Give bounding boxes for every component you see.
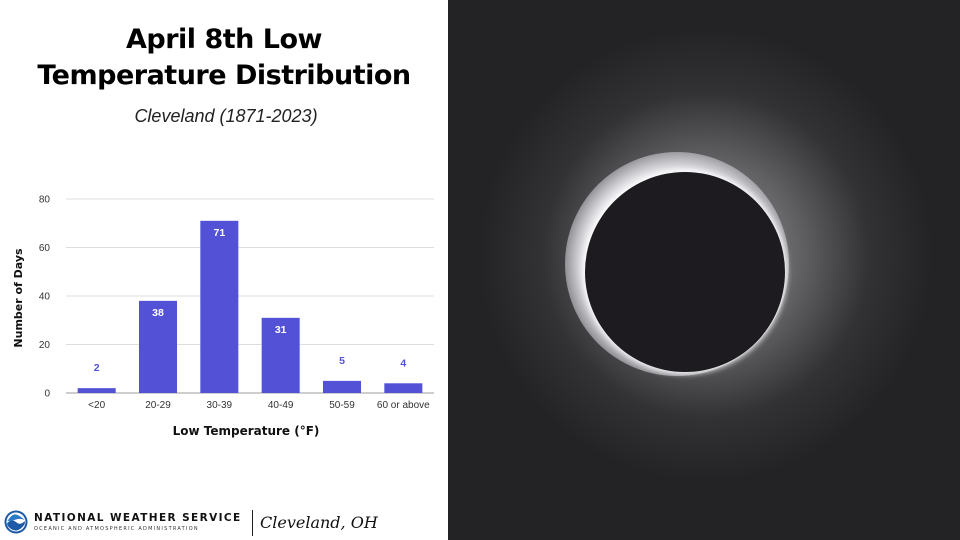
eclipse-photo <box>448 0 960 540</box>
y-tick-label: 20 <box>39 340 51 351</box>
title-line-1: April 8th Low <box>126 24 322 55</box>
x-tick-label: 30-39 <box>207 400 233 411</box>
data-label: 31 <box>275 324 287 336</box>
data-label: 71 <box>213 227 225 239</box>
org-subtitle: OCEANIC AND ATMOSPHERIC ADMINISTRATION <box>34 526 199 532</box>
chart-panel: April 8th Low Temperature Distribution C… <box>0 0 448 540</box>
title-line-2: Temperature Distribution <box>37 60 411 91</box>
bar-chart: 0 20 40 60 80 2 <20 38 20-29 71 30-39 31 40-49 5 50-59… <box>12 195 434 438</box>
bar <box>77 388 116 393</box>
org-name: NATIONAL WEATHER SERVICE <box>34 512 242 524</box>
footer: NATIONAL WEATHER SERVICE OCEANIC AND ATM… <box>0 506 448 540</box>
bar <box>261 317 300 393</box>
page-subtitle: Cleveland (1871-2023) <box>134 106 318 126</box>
y-tick-label: 0 <box>44 389 50 400</box>
y-tick-label: 60 <box>39 243 51 254</box>
y-tick-label: 40 <box>39 292 51 303</box>
x-axis-label: Low Temperature (°F) <box>173 424 320 438</box>
moon-disk <box>585 172 785 372</box>
page-title: April 8th Low Temperature Distribution <box>0 22 448 94</box>
y-tick-label: 80 <box>39 195 51 206</box>
bar <box>322 380 362 393</box>
x-tick-label: 40-49 <box>268 400 294 411</box>
noaa-logo-icon <box>4 510 28 534</box>
x-tick-label: 60 or above <box>377 400 430 411</box>
x-tick-label: 20-29 <box>145 400 171 411</box>
bar <box>384 383 423 393</box>
data-label: 38 <box>152 307 164 319</box>
x-tick-label: 50-59 <box>329 400 355 411</box>
bar <box>138 300 178 393</box>
data-label: 4 <box>400 357 406 369</box>
footer-divider <box>252 510 253 536</box>
data-label: 5 <box>339 355 345 367</box>
x-tick-label: <20 <box>88 400 105 411</box>
bar <box>200 220 239 393</box>
office-name: Cleveland, OH <box>260 513 378 532</box>
data-label: 2 <box>94 362 100 374</box>
y-axis-label: Number of Days <box>12 248 25 348</box>
